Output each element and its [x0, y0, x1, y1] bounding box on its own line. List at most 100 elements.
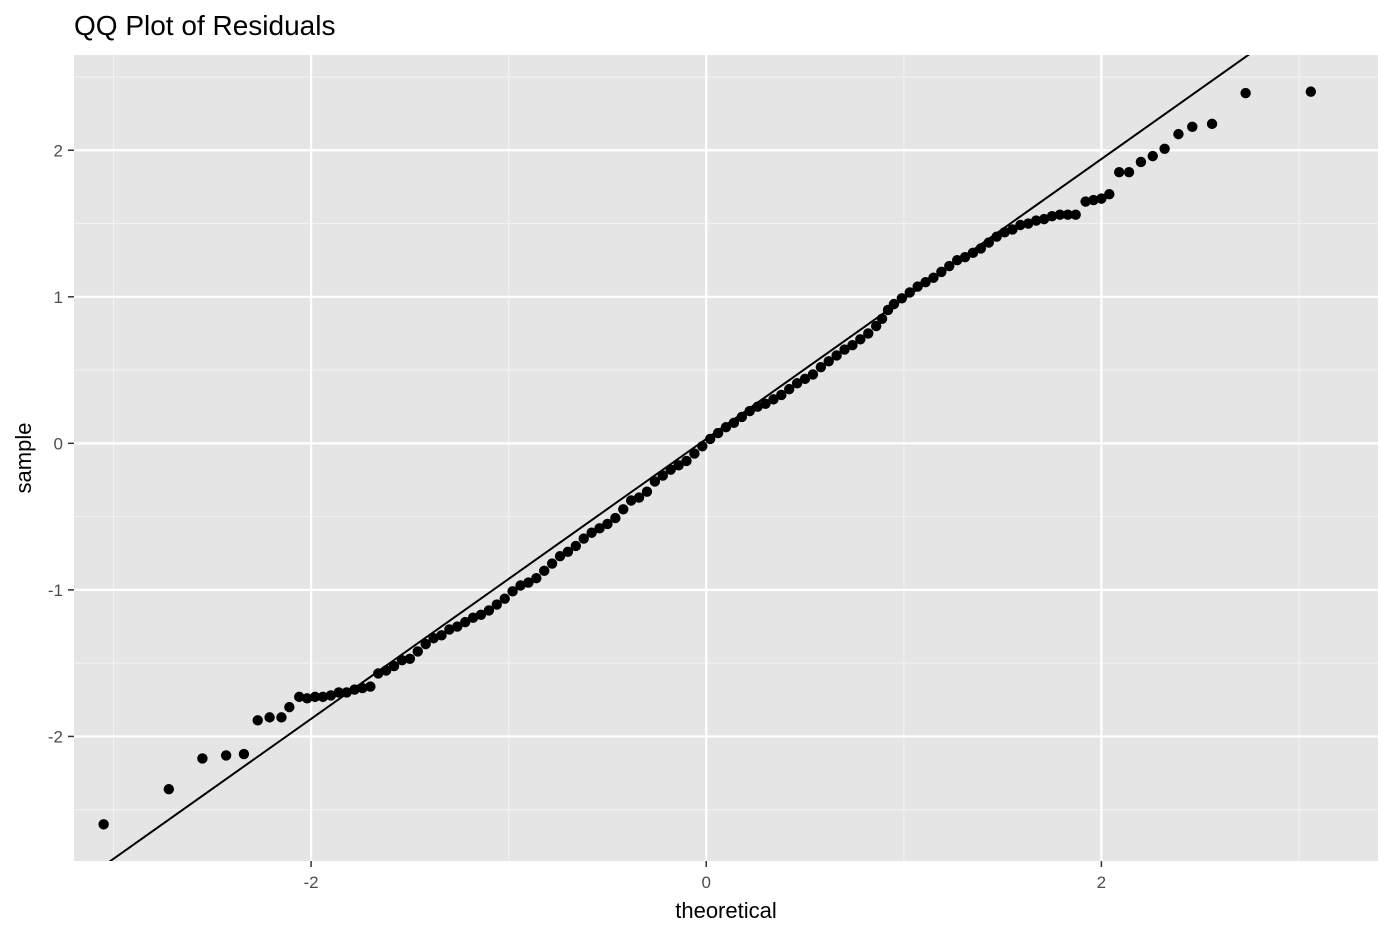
data-point	[373, 668, 384, 679]
data-point	[467, 612, 479, 623]
data-point	[325, 690, 337, 701]
data-point	[1015, 219, 1026, 231]
data-point	[1135, 156, 1147, 168]
data-point	[349, 684, 360, 695]
data-point	[333, 687, 344, 698]
data-point	[357, 682, 368, 694]
data-point	[594, 523, 605, 534]
data-point	[744, 405, 755, 417]
x-tick-label: 2	[1097, 873, 1106, 892]
data-point	[959, 252, 971, 263]
data-point	[888, 298, 900, 310]
data-point	[863, 328, 874, 339]
data-point	[944, 260, 955, 272]
data-point	[475, 609, 487, 621]
data-point	[554, 550, 566, 562]
y-tick-label: -1	[48, 581, 63, 600]
data-point	[760, 398, 771, 409]
data-point	[896, 293, 908, 304]
data-point	[523, 577, 534, 588]
data-point	[704, 433, 716, 445]
data-point	[839, 344, 850, 355]
data-point	[847, 339, 858, 351]
data-point	[720, 422, 732, 433]
data-point	[1038, 213, 1050, 225]
data-point	[928, 272, 939, 283]
data-point	[967, 247, 979, 259]
data-point	[238, 748, 250, 760]
data-point	[1147, 150, 1158, 162]
x-tick-label: -2	[304, 873, 319, 892]
data-point	[936, 266, 947, 278]
data-point	[420, 638, 431, 650]
data-point	[776, 389, 787, 401]
data-point	[912, 281, 923, 292]
data-point	[1305, 86, 1317, 97]
data-point	[768, 394, 779, 405]
data-point	[999, 227, 1010, 238]
data-point	[460, 616, 471, 628]
data-point	[983, 237, 994, 248]
data-point	[1070, 209, 1081, 220]
data-point	[1023, 218, 1034, 229]
data-point	[1123, 167, 1135, 178]
data-point	[1062, 209, 1074, 220]
data-point	[515, 580, 526, 591]
data-point	[1030, 215, 1042, 226]
data-point	[712, 427, 724, 439]
data-point	[641, 486, 653, 497]
plot-panel	[74, 55, 1378, 861]
x-tick-label: 0	[702, 873, 711, 892]
x-axis-ticks: -2 0 2	[304, 861, 1106, 892]
data-point	[681, 455, 692, 467]
data-point	[870, 320, 882, 332]
data-point	[365, 681, 376, 692]
data-point	[197, 753, 208, 764]
data-point	[1080, 196, 1091, 207]
data-point	[665, 464, 676, 475]
data-point	[586, 527, 597, 538]
data-point	[404, 653, 416, 664]
y-axis-ticks: -2 -1 0 1 2	[48, 141, 74, 746]
data-point	[689, 448, 700, 459]
data-point	[546, 558, 558, 569]
data-point	[531, 572, 542, 584]
data-point	[452, 621, 463, 632]
y-tick-label: -2	[48, 727, 63, 746]
data-point	[380, 665, 392, 676]
y-tick-label: 1	[54, 288, 63, 307]
data-point	[436, 630, 447, 641]
data-point	[1113, 167, 1125, 178]
data-point	[483, 605, 495, 616]
data-point	[831, 350, 842, 361]
data-point	[570, 540, 582, 552]
data-point	[309, 691, 321, 703]
minor-gridlines	[74, 55, 1378, 861]
data-point	[264, 712, 275, 723]
data-point	[625, 495, 637, 506]
data-points	[98, 86, 1317, 830]
data-point	[220, 750, 232, 761]
data-point	[491, 599, 503, 610]
data-point	[1007, 224, 1018, 235]
data-point	[920, 276, 931, 288]
y-axis-title: sample	[11, 423, 36, 494]
data-point	[784, 383, 795, 395]
y-tick-label: 0	[54, 434, 63, 453]
data-point	[657, 470, 668, 481]
data-point	[823, 356, 834, 367]
data-point	[904, 287, 915, 298]
data-point	[618, 504, 629, 515]
data-point	[163, 783, 175, 795]
data-point	[991, 231, 1002, 242]
data-point	[602, 518, 613, 530]
data-point	[396, 655, 408, 666]
data-point	[1187, 121, 1198, 133]
x-axis-title: theoretical	[675, 898, 777, 923]
data-point	[412, 646, 423, 657]
data-point	[294, 691, 305, 703]
data-point	[855, 334, 866, 345]
data-point	[673, 460, 684, 471]
data-point	[610, 512, 621, 524]
